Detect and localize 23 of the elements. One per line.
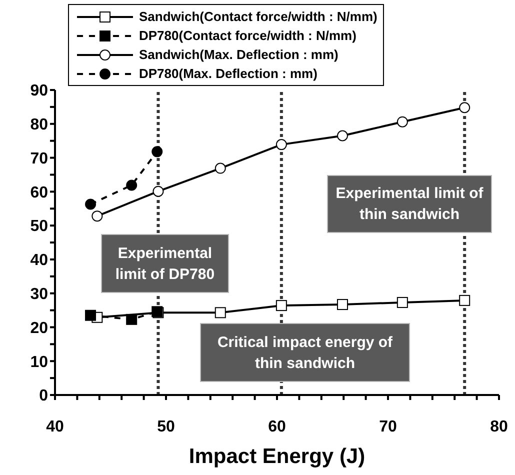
x-tick-label: 60 (268, 418, 286, 436)
y-tick-label: 60 (30, 184, 48, 202)
y-tick-label: 0 (39, 388, 48, 405)
x-tick-label: 70 (379, 418, 397, 436)
x-tick-label: 80 (490, 418, 508, 436)
legend-label: DP780(Contact force/width : N/mm) (139, 28, 356, 43)
y-tick-label: 20 (30, 320, 48, 337)
y-tick-label: 80 (30, 116, 48, 134)
y-tick-label: 40 (30, 252, 48, 270)
y-tick-label: 70 (30, 150, 48, 168)
y-tick-label: 90 (30, 82, 48, 100)
x-tick-label: 50 (157, 418, 175, 436)
x-tick-label: 40 (46, 418, 64, 436)
legend-label: DP780(Max. Deflection : mm) (139, 66, 318, 81)
annotation: Experimental limit of thin sandwich (327, 175, 492, 233)
legend-label: Sandwich(Contact force/width : N/mm) (139, 9, 378, 24)
annotation: Critical impact energy of thin sandwich (200, 323, 410, 382)
y-tick-label: 10 (30, 354, 48, 371)
annotation: Experimental limit of DP780 (101, 234, 229, 293)
y-tick-label: 50 (30, 218, 48, 236)
x-axis-title: Impact Energy (J) (188, 445, 366, 468)
legend-label: Sandwich(Max. Deflection : mm) (139, 47, 338, 62)
y-tick-label: 30 (30, 286, 48, 304)
